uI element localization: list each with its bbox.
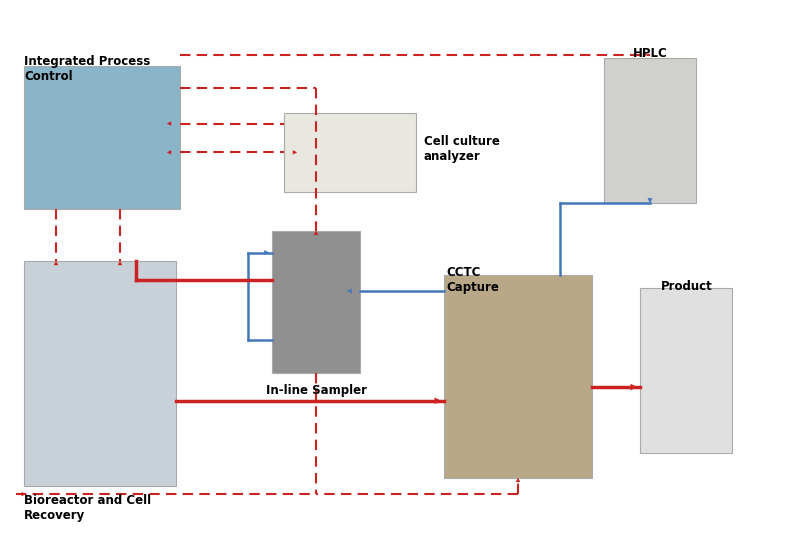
FancyBboxPatch shape <box>444 274 592 478</box>
FancyBboxPatch shape <box>284 113 416 192</box>
FancyBboxPatch shape <box>24 261 176 486</box>
Text: Integrated Process
Control: Integrated Process Control <box>24 55 150 83</box>
Text: HPLC: HPLC <box>633 47 668 60</box>
Text: Cell culture
analyzer: Cell culture analyzer <box>424 135 500 163</box>
Text: CCTC
Capture: CCTC Capture <box>446 266 499 294</box>
FancyBboxPatch shape <box>604 58 696 203</box>
Text: In-line Sampler: In-line Sampler <box>266 384 366 397</box>
FancyBboxPatch shape <box>272 231 360 373</box>
Text: Bioreactor and Cell
Recovery: Bioreactor and Cell Recovery <box>24 494 151 522</box>
Text: Product: Product <box>661 280 712 293</box>
FancyBboxPatch shape <box>640 288 732 453</box>
FancyBboxPatch shape <box>24 66 180 209</box>
